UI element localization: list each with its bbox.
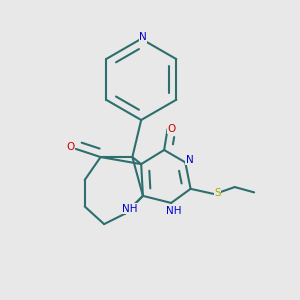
Text: NH: NH (122, 204, 138, 214)
Text: O: O (168, 124, 176, 134)
Text: NH: NH (166, 206, 182, 216)
Text: O: O (67, 142, 75, 152)
Text: S: S (214, 188, 221, 198)
Text: N: N (186, 154, 194, 164)
Text: N: N (139, 32, 147, 42)
